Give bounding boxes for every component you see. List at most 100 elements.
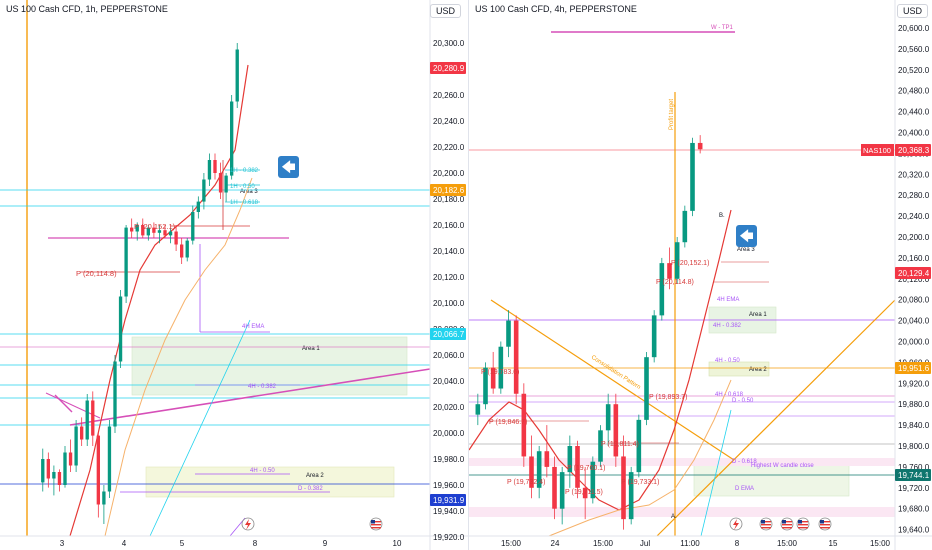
candle-body [582,487,588,499]
candle-body [130,227,134,232]
candle-body [91,400,95,436]
candle-body [613,404,619,457]
us-flag-icon[interactable] [369,517,383,531]
candle-body [85,400,89,440]
price-badge-label: 19,951.6 [898,364,930,373]
price-tick-label: 20,300.0 [433,39,465,48]
candle-body [230,101,234,176]
candle-body [552,466,557,509]
ma-red [469,209,732,511]
price-axis-4h[interactable]: 20,600.0 20,560.0 20,520.0 20,480.0 20,440.0… [898,24,930,535]
zone-area-1-label: Area 1 [302,346,320,352]
candle-body [185,240,189,258]
chart-title-4h[interactable]: US 100 Cash CFD, 4h, PEPPERSTONE [475,4,637,14]
candle-body [168,231,173,236]
trendline-cyan [700,409,732,537]
trendline [69,368,431,426]
candle-body [475,404,481,415]
candle-body [644,357,649,420]
candle-body [113,361,117,427]
trendline-support [656,299,896,537]
zone-area-2 [708,361,770,377]
candle-body [180,244,184,258]
fib-1h-050-label: 1H - 0.50 [230,184,255,190]
candle-body [575,446,580,488]
ma-orange [548,379,732,537]
candle-body [224,175,228,193]
candles-4h [475,135,703,530]
chart-panel-4h[interactable]: Area 1 Area 2 Area 3 W - TP1 Profit targ… [468,0,932,550]
candle-body [621,456,626,520]
price-tick-label: 19,920.0 [433,533,465,542]
ema-d-label: D EMA [735,486,754,492]
time-axis-4h[interactable]: 15:00 24 15:00 Jul 11:00 8 15:00 15 15:00 [501,539,891,548]
price-tick-label: 20,180.0 [433,195,465,204]
price-tick-label: 20,200.0 [433,169,465,178]
zone-area-2-label: Area 2 [306,473,324,479]
chart-canvas-4h[interactable]: Area 1 Area 2 Area 3 W - TP1 Profit targ… [469,0,932,550]
us-flag-icon[interactable] [818,517,832,531]
candle-body [146,227,150,236]
candle-body [651,315,657,358]
price-tick-label: 20,100.0 [433,299,465,308]
candle-body [163,230,167,236]
back-arrow-icon: 🡄 [736,225,757,247]
candle-body [521,393,527,457]
price-badge [895,267,931,279]
lightning-icon[interactable] [241,517,255,531]
us-flag-icon[interactable] [780,517,794,531]
pivot-label: P (19,893.7) [649,394,687,401]
candle-body [490,367,496,389]
candle-body [213,160,217,173]
us-flag-icon[interactable] [759,517,773,531]
chart-title-1h[interactable]: US 100 Cash CFD, 1h, PEPPERSTONE [6,4,168,14]
candle-body [52,472,56,479]
price-tick-label: 19,880.0 [898,400,930,409]
pivot-label: P (20,114.8) [76,269,117,278]
price-tick-label: 20,140.0 [433,247,465,256]
pivot-label: P (19,811.4) [601,441,639,448]
fib-1h-0618-label: 1H - 0.618 [230,200,259,206]
fib-4h-050-label: 4H - 0.50 [715,358,740,364]
pivot-label: P (19,846.7) [489,419,527,426]
fib-1h-0382-label: 1H - 0.382 [230,168,259,174]
price-badges-4h: NAS100 20,368.3 20,129.4 19,951.6 19,744.1 [861,144,931,481]
currency-button-1h[interactable]: USD [430,4,462,18]
chart-canvas-1h[interactable]: Area 1 Area 2 Area 3 [0,0,468,550]
candle-body [559,472,565,509]
price-tick-label: 19,720.0 [898,484,930,493]
time-axis-1h[interactable]: 3 4 5 8 9 10 [60,539,402,548]
candle-body [498,346,504,389]
pivot-label: P (19,732.4) [507,479,545,486]
candle-body [667,263,672,279]
candle-body [174,231,178,245]
price-axis-1h[interactable]: 20,300.020,280.020,260.020,240.020,220.0… [433,39,465,542]
trendline [45,392,101,419]
us-flag-icon[interactable] [796,517,810,531]
price-badge [895,144,931,156]
fib-4h-0618-label: 4H - 0.618 [715,392,744,398]
ma-orange [104,177,253,537]
lightning-icon[interactable] [729,517,743,531]
pivot-label: P (20,114.8) [656,279,694,286]
candle-body [207,160,212,180]
price-tick-label: 19,840.0 [898,421,930,430]
candle-body [157,230,162,233]
candle-body [96,435,100,505]
pivot-label: P (19,711.5) [565,489,603,496]
candle-body [196,201,200,212]
fib-d-0382-label: D - 0.382 [298,486,323,492]
price-badge-label: 20,182.6 [433,186,465,195]
currency-button-4h[interactable]: USD [897,4,929,18]
trendline [54,394,73,413]
price-badge [430,184,466,196]
time-tick-label: 15:00 [501,539,522,548]
candles-1h [41,43,239,524]
candle-body [598,430,603,462]
chart-panel-1h[interactable]: Area 1 Area 2 Area 3 [0,0,468,550]
price-badge-label: 20,066.7 [433,330,465,339]
candle-body [74,426,78,466]
price-tick-label: 19,920.0 [898,379,930,388]
price-tick-label: 20,020.0 [433,403,465,412]
time-tick-label: 15 [829,539,838,548]
